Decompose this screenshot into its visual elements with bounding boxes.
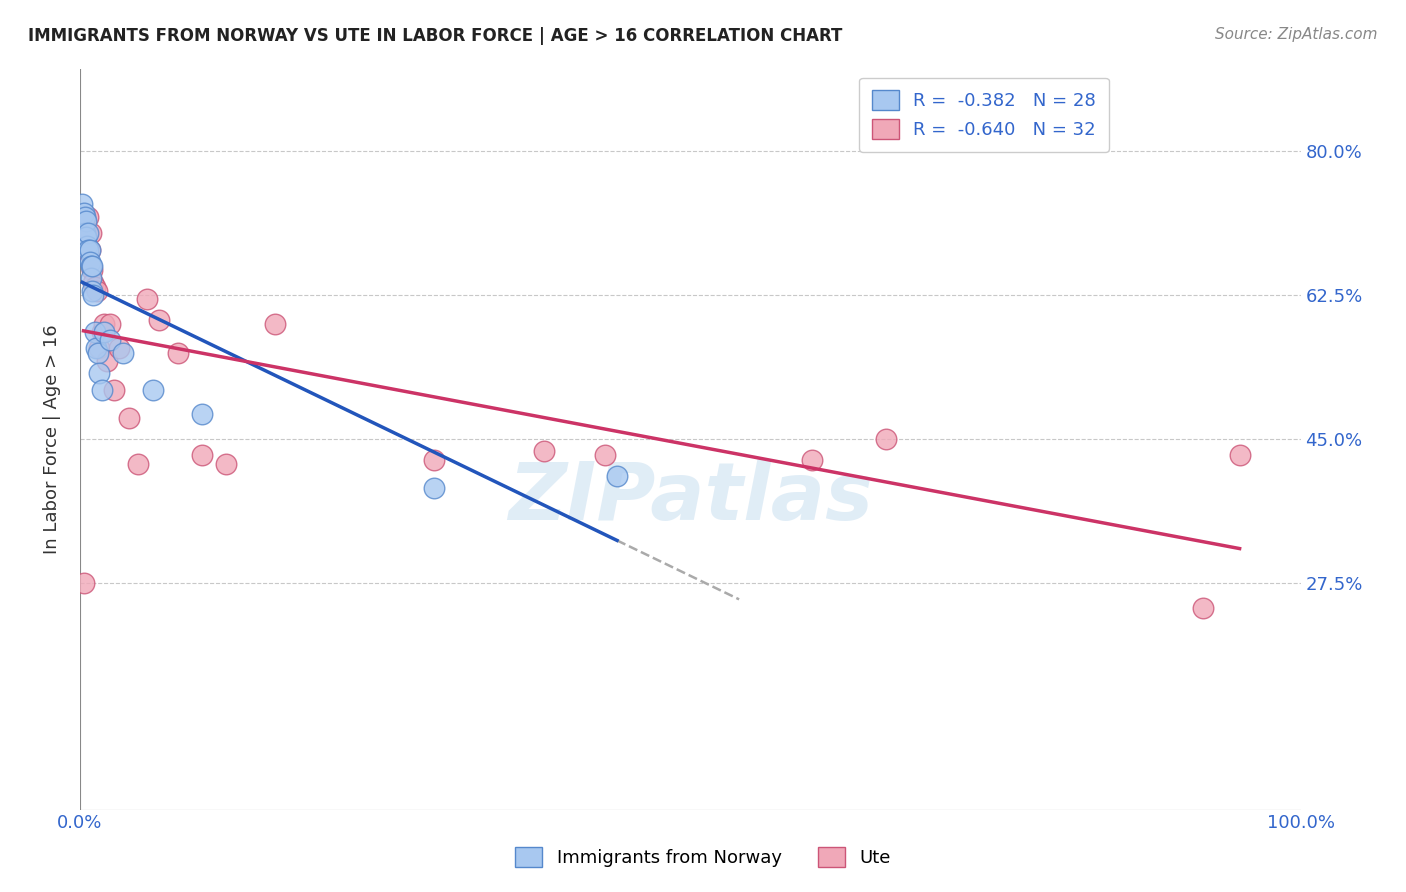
Point [76,226,98,240]
Point [606,469,628,483]
Point [148,312,170,326]
Point [118,411,141,425]
Point [82,276,104,290]
Point [423,452,446,467]
Point [875,432,897,446]
Point [89,366,111,380]
Point [191,449,214,463]
Point [80,284,103,298]
Point [100,333,122,347]
Point [84,342,107,356]
Point [80,259,103,273]
Point [93,317,115,331]
Point [80,259,103,273]
Point [87,345,110,359]
Point [136,292,159,306]
Point [79,243,101,257]
Point [108,342,131,356]
Point [73,226,96,240]
Point [80,226,103,240]
Point [77,243,100,257]
Text: IMMIGRANTS FROM NORWAY VS UTE IN LABOR FORCE | AGE > 16 CORRELATION CHART: IMMIGRANTS FROM NORWAY VS UTE IN LABOR F… [28,27,842,45]
Point [1229,449,1251,463]
Text: Source: ZipAtlas.com: Source: ZipAtlas.com [1215,27,1378,42]
Point [75,230,97,244]
Point [215,457,238,471]
Point [83,279,105,293]
Point [72,205,94,219]
Legend: Immigrants from Norway, Ute: Immigrants from Norway, Ute [508,839,898,874]
Legend: R =  -0.382   N = 28, R =  -0.640   N = 32: R = -0.382 N = 28, R = -0.640 N = 32 [859,78,1108,152]
Point [100,317,122,331]
Point [86,284,108,298]
Point [79,255,101,269]
Point [82,288,104,302]
Point [80,271,103,285]
Point [533,444,555,458]
Point [111,345,134,359]
Point [127,457,149,471]
Point [593,449,616,463]
Point [191,407,214,421]
Point [93,325,115,339]
Point [77,226,100,240]
Text: ZIPatlas: ZIPatlas [508,459,873,537]
Point [96,353,118,368]
Point [90,383,112,397]
Point [73,210,96,224]
Point [166,345,188,359]
Point [76,238,98,252]
Point [75,214,97,228]
Point [423,482,446,496]
Point [83,325,105,339]
Point [103,383,125,397]
Point [264,317,287,331]
Y-axis label: In Labor Force | Age > 16: In Labor Force | Age > 16 [44,324,60,554]
Point [79,243,101,257]
Point [90,325,112,339]
Point [75,243,97,257]
Point [1192,600,1215,615]
Point [80,263,103,277]
Point [142,383,165,397]
Point [801,452,824,467]
Point [77,210,100,224]
Point [89,342,111,356]
Point [72,576,94,591]
Point [72,197,94,211]
